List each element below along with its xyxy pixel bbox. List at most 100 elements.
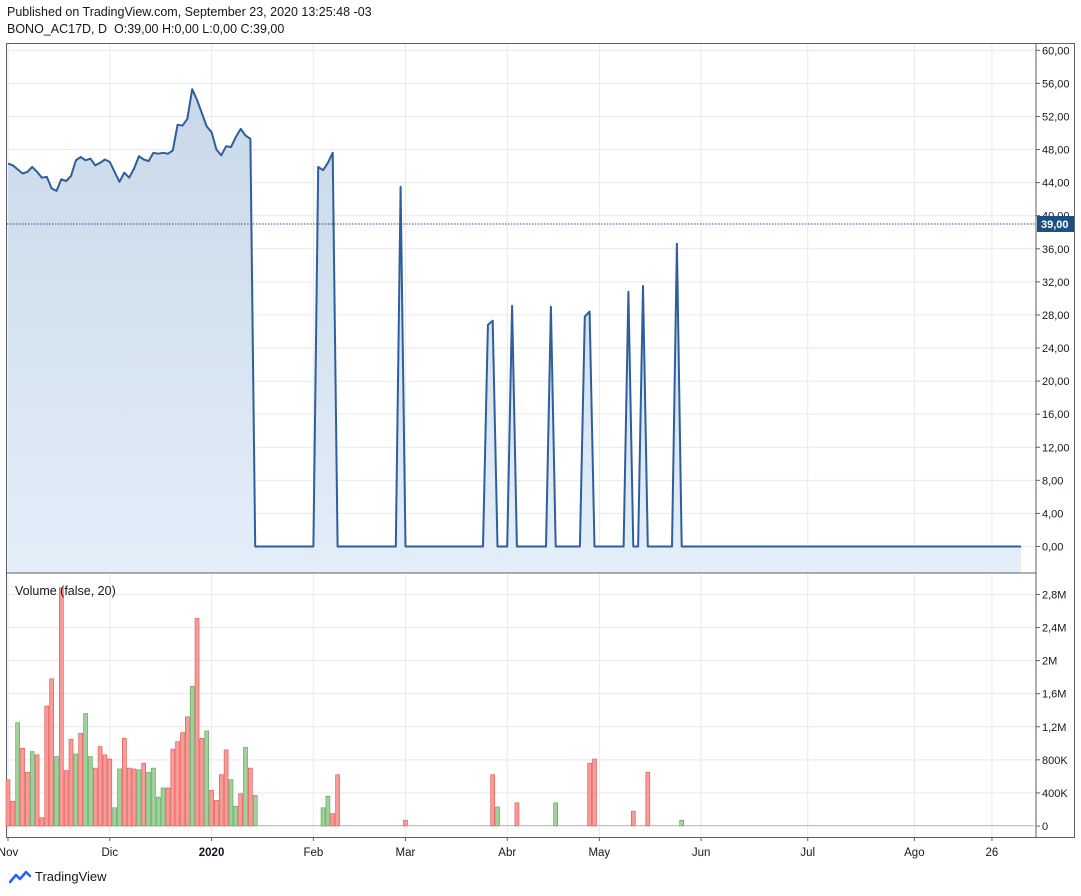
volume-bar[interactable]: [975, 825, 981, 826]
volume-bar[interactable]: [316, 825, 322, 826]
volume-bar[interactable]: [185, 716, 190, 827]
volume-bar[interactable]: [718, 825, 724, 826]
volume-bar[interactable]: [931, 825, 937, 826]
volume-bar[interactable]: [573, 825, 578, 826]
volume-bar[interactable]: [796, 825, 801, 826]
volume-bar[interactable]: [500, 825, 506, 826]
volume-bar[interactable]: [941, 825, 947, 826]
volume-bar[interactable]: [607, 825, 612, 826]
volume-bar[interactable]: [640, 825, 646, 826]
volume-bar[interactable]: [611, 825, 617, 826]
volume-bar[interactable]: [422, 825, 428, 826]
volume-bar[interactable]: [1014, 825, 1020, 826]
volume-bar[interactable]: [771, 825, 777, 826]
volume-bar[interactable]: [417, 825, 423, 826]
volume-bar[interactable]: [902, 825, 908, 826]
volume-bar[interactable]: [39, 817, 45, 827]
volume-bar[interactable]: [650, 825, 656, 826]
volume-bar[interactable]: [20, 747, 25, 827]
volume-bar[interactable]: [223, 749, 229, 827]
volume-bar[interactable]: [713, 825, 719, 826]
volume-bar[interactable]: [335, 774, 340, 827]
volume-bar[interactable]: [461, 825, 467, 826]
volume-bar[interactable]: [345, 825, 351, 826]
volume-bar[interactable]: [204, 730, 210, 827]
volume-bar[interactable]: [252, 795, 258, 827]
volume-bar[interactable]: [218, 774, 224, 827]
volume-bar[interactable]: [78, 733, 84, 827]
volume-bar[interactable]: [839, 825, 845, 826]
volume-bar[interactable]: [800, 825, 806, 826]
volume-bar[interactable]: [965, 825, 971, 826]
volume-bar[interactable]: [272, 825, 278, 826]
volume-bar[interactable]: [189, 685, 195, 827]
volume-bar[interactable]: [359, 825, 365, 826]
price-line[interactable]: [7, 88, 1021, 548]
volume-bar[interactable]: [68, 738, 74, 827]
volume-bar[interactable]: [107, 758, 113, 827]
volume-bar[interactable]: [471, 825, 477, 826]
volume-bar[interactable]: [859, 825, 864, 826]
volume-bar[interactable]: [912, 825, 918, 826]
volume-bar[interactable]: [674, 825, 680, 826]
volume-bar[interactable]: [49, 678, 54, 827]
volume-bar[interactable]: [1009, 825, 1015, 826]
volume-bar[interactable]: [301, 825, 307, 826]
volume-bar[interactable]: [602, 825, 608, 826]
volume-bar[interactable]: [102, 754, 108, 827]
volume-bar[interactable]: [151, 767, 156, 827]
volume-bar[interactable]: [306, 825, 312, 826]
volume-bar[interactable]: [592, 758, 597, 827]
volume-bar[interactable]: [815, 825, 821, 826]
volume-bar[interactable]: [15, 722, 20, 827]
volume-bar[interactable]: [539, 825, 545, 826]
volume-bar[interactable]: [490, 774, 496, 827]
volume-bar[interactable]: [558, 825, 564, 826]
volume-bar[interactable]: [209, 790, 214, 827]
volume-bar[interactable]: [403, 819, 408, 827]
volume-bar[interactable]: [829, 825, 835, 826]
volume-bar[interactable]: [296, 825, 302, 826]
volume-bar[interactable]: [844, 825, 850, 826]
volume-bar[interactable]: [679, 819, 685, 827]
volume-bar[interactable]: [277, 825, 283, 826]
volume-bar[interactable]: [544, 825, 549, 826]
volume-bar[interactable]: [160, 787, 166, 827]
volume-bar[interactable]: [985, 825, 990, 826]
volume-bar[interactable]: [170, 748, 176, 827]
volume-bar[interactable]: [854, 825, 860, 826]
volume-bar[interactable]: [733, 825, 738, 826]
volume-bar[interactable]: [1028, 825, 1034, 826]
volume-bar[interactable]: [548, 825, 554, 826]
volume-bar[interactable]: [248, 767, 253, 827]
volume-bar[interactable]: [63, 770, 69, 827]
volume-bar[interactable]: [689, 825, 695, 826]
volume-bar[interactable]: [10, 800, 16, 827]
volume-bar[interactable]: [451, 825, 457, 826]
volume-bar[interactable]: [786, 825, 792, 826]
volume-bar[interactable]: [873, 825, 879, 826]
footer-brand[interactable]: TradingView: [9, 869, 107, 884]
volume-bar[interactable]: [54, 756, 59, 827]
volume-bar[interactable]: [636, 825, 641, 826]
volume-bar[interactable]: [587, 762, 592, 827]
volume-bar[interactable]: [194, 618, 200, 827]
volume-bar[interactable]: [757, 825, 763, 826]
volume-bar[interactable]: [29, 751, 35, 827]
volume-bar[interactable]: [97, 746, 103, 827]
volume-bar[interactable]: [742, 825, 748, 826]
volume-bar[interactable]: [141, 762, 147, 827]
volume-bar[interactable]: [883, 825, 889, 826]
volume-bar[interactable]: [762, 825, 767, 826]
volume-bar[interactable]: [155, 796, 161, 827]
volume-bar[interactable]: [776, 825, 782, 826]
volume-bar[interactable]: [645, 771, 651, 827]
volume-bar[interactable]: [287, 825, 292, 826]
volume-bar[interactable]: [737, 825, 743, 826]
volume-bar[interactable]: [752, 825, 758, 826]
volume-bar[interactable]: [5, 779, 11, 827]
volume-bar[interactable]: [131, 768, 137, 827]
volume-bar[interactable]: [126, 767, 132, 827]
volume-bar[interactable]: [476, 825, 482, 826]
volume-bar[interactable]: [655, 825, 661, 826]
